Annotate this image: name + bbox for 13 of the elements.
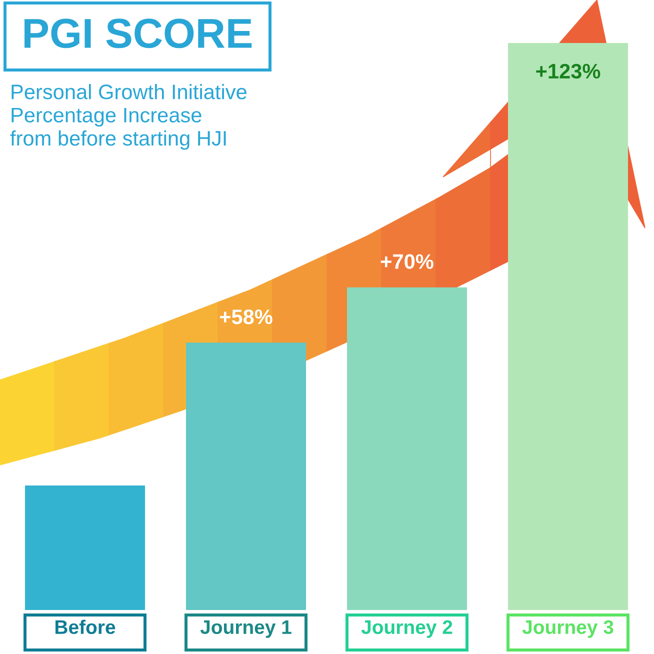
- bar: [508, 43, 628, 610]
- text: Personal Growth Initiative Percentage Increase from before starting HJI: [10, 84, 246, 150]
- x-tick-label: Journey 3: [522, 620, 614, 638]
- data-label: +70%: [380, 254, 434, 269]
- chart-title: PGI SCORE: [24, 18, 252, 48]
- x-tick-label: Before: [56, 620, 116, 634]
- bar: [347, 287, 467, 610]
- data-label: +123%: [536, 64, 600, 79]
- x-tick-label: Journey 1: [200, 620, 292, 638]
- x-tick-label: Journey 2: [361, 620, 452, 638]
- data-label: +58%: [220, 309, 272, 324]
- bar: [25, 486, 145, 610]
- bar: [186, 342, 306, 610]
